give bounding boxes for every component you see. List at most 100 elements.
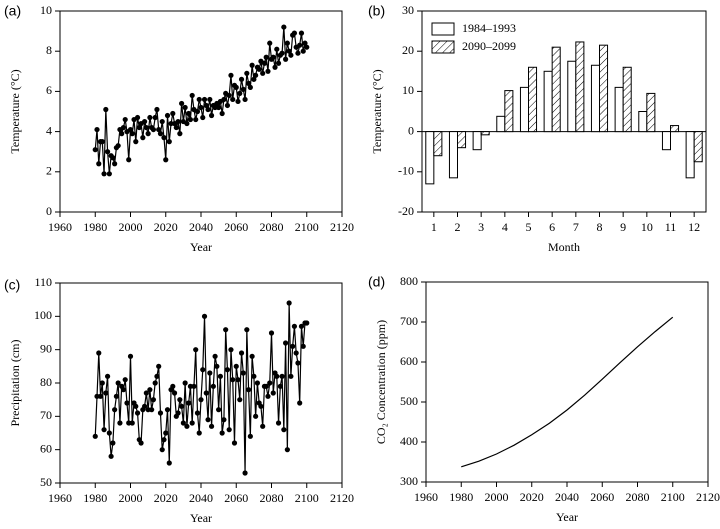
point xyxy=(260,423,266,429)
point xyxy=(157,131,164,137)
x-tick-label: 2080 xyxy=(626,490,650,504)
bar xyxy=(622,66,632,133)
y-tick-label: 2 xyxy=(46,164,52,178)
point xyxy=(230,96,236,103)
point xyxy=(133,139,139,145)
point xyxy=(277,383,283,389)
x-tick-label: 2020 xyxy=(520,490,544,504)
point xyxy=(177,131,183,137)
x-tick-label: 2060 xyxy=(224,220,248,234)
point xyxy=(254,380,260,386)
point xyxy=(92,433,98,439)
legend-label: 1984–1993 xyxy=(462,21,516,35)
point xyxy=(245,80,252,86)
x-axis-label: Year xyxy=(190,511,212,525)
point xyxy=(295,50,301,56)
point xyxy=(159,447,165,453)
bar xyxy=(693,131,703,163)
point xyxy=(231,440,238,446)
point xyxy=(166,460,172,466)
x-tick-label: 10 xyxy=(641,220,653,234)
point xyxy=(267,40,273,46)
x-tick-label: 2100 xyxy=(295,220,319,234)
point xyxy=(179,100,185,107)
point xyxy=(217,373,223,379)
point xyxy=(260,70,266,76)
point xyxy=(136,124,142,131)
x-axis-label: Year xyxy=(556,510,578,524)
point xyxy=(161,135,167,141)
bar xyxy=(599,44,609,133)
y-tick-label: 600 xyxy=(400,354,418,368)
point xyxy=(201,96,208,103)
point xyxy=(233,363,239,369)
x-tick-label: 2100 xyxy=(295,491,319,505)
x-tick-label: 1960 xyxy=(48,491,72,505)
point xyxy=(304,320,310,326)
point xyxy=(281,427,287,433)
point xyxy=(133,403,139,409)
bar xyxy=(567,60,577,133)
y-tick-label: 700 xyxy=(400,314,418,328)
point xyxy=(184,423,190,429)
bar xyxy=(425,131,435,185)
y-tick-label: 0 xyxy=(46,204,52,218)
point xyxy=(210,383,216,389)
point xyxy=(219,110,225,117)
x-axis-label: Year xyxy=(190,240,212,254)
point xyxy=(156,126,162,133)
panel-label: (b) xyxy=(368,3,385,19)
point xyxy=(228,72,234,78)
point xyxy=(170,110,176,117)
point xyxy=(237,397,243,403)
y-tick-label: 800 xyxy=(400,274,418,288)
point xyxy=(191,383,197,389)
point xyxy=(134,114,141,121)
point xyxy=(208,423,215,429)
bar xyxy=(433,131,443,157)
y-tick-label: -10 xyxy=(398,164,414,178)
x-tick-label: 2040 xyxy=(189,220,213,234)
x-tick-label: 2120 xyxy=(330,220,354,234)
point xyxy=(300,343,306,349)
x-tick-label: 1960 xyxy=(48,220,72,234)
point xyxy=(268,330,275,336)
point xyxy=(293,350,299,356)
y-tick-label: 80 xyxy=(40,375,52,389)
point xyxy=(261,60,268,66)
point xyxy=(258,403,264,409)
point xyxy=(110,155,116,161)
point xyxy=(164,112,171,119)
point xyxy=(265,68,271,74)
point xyxy=(240,86,246,92)
point xyxy=(184,120,190,127)
bar xyxy=(543,70,553,133)
point xyxy=(251,373,257,379)
point xyxy=(219,430,225,436)
point xyxy=(134,410,141,416)
line xyxy=(461,316,674,468)
x-tick-label: 2000 xyxy=(485,490,509,504)
point xyxy=(122,116,128,123)
point xyxy=(150,397,157,403)
point xyxy=(288,52,294,58)
y-tick-label: 10 xyxy=(402,83,414,97)
point xyxy=(283,340,289,346)
x-tick-label: 11 xyxy=(665,220,677,234)
bar xyxy=(590,64,600,133)
x-tick-label: 1 xyxy=(431,220,437,234)
point xyxy=(238,76,245,82)
bar xyxy=(496,115,506,133)
point xyxy=(112,161,118,167)
point xyxy=(150,126,157,133)
point xyxy=(143,124,149,131)
point xyxy=(99,380,105,386)
x-tick-label: 12 xyxy=(688,220,700,234)
x-tick-label: 2000 xyxy=(119,220,143,234)
legend-label: 2090–2099 xyxy=(462,39,516,53)
x-tick-label: 1980 xyxy=(83,491,107,505)
point xyxy=(129,420,135,426)
y-tick-label: 90 xyxy=(40,341,52,355)
point xyxy=(290,343,296,349)
point xyxy=(157,410,164,416)
